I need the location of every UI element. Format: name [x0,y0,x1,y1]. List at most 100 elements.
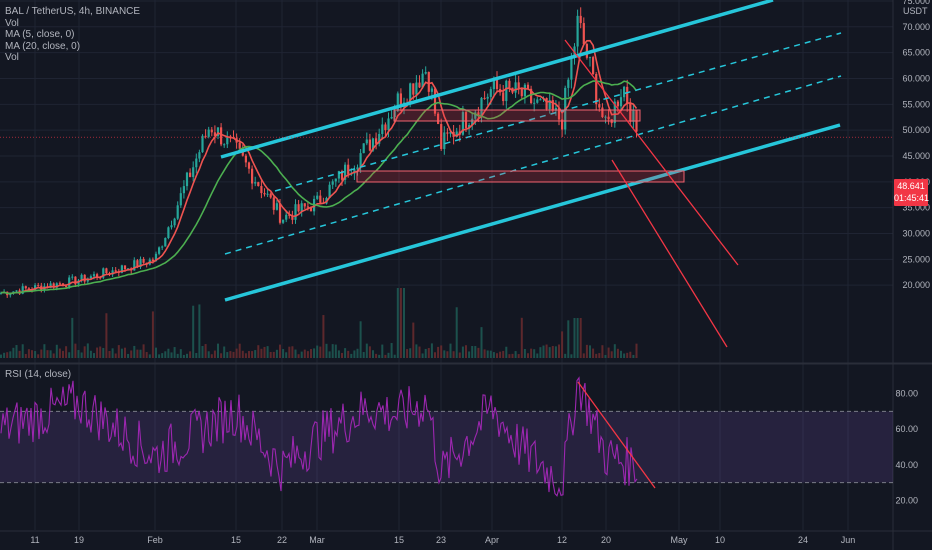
volume-bar [288,346,291,358]
time-axis[interactable]: 11 19 Feb 15 22 Mar 15 23 Apr 12 20 May 10 24 Jun [30,535,855,545]
volume-bar [632,354,635,358]
candle-body [607,116,610,120]
candle-body [192,167,195,177]
volume-bar [99,346,102,358]
candle-body [418,82,421,88]
volume-bar [434,352,436,358]
candle-body [247,162,251,169]
candle-body [375,138,378,144]
candle-body [96,274,99,278]
candle-body [15,290,18,292]
volume-bar [238,343,241,358]
volume-bar [573,318,576,358]
volume-bar [148,354,151,358]
legend-ma5[interactable]: MA (5, close, 0) [5,29,75,40]
candle-body [409,83,412,104]
volume-bar [415,344,418,358]
rsi-legend[interactable]: RSI (14, close) [5,369,72,380]
volume-bar [449,343,452,358]
support-zone[interactable] [356,170,685,183]
candle-body [533,102,536,104]
candle-body [344,164,347,180]
candle-body [483,97,486,99]
volume-bar [595,353,598,358]
volume-bar [517,354,520,358]
candle-body [368,139,371,151]
volume-bar [381,344,384,358]
candle-body [334,178,337,182]
legend: BAL / TetherUS, 4h, BINANCE Vol MA (5, c… [5,6,140,64]
candle-body [300,203,303,212]
channel-upper-line[interactable] [220,0,774,159]
volume-bar [613,344,616,358]
candle-body [158,247,161,254]
volume-bar [393,354,396,358]
candle-body [303,203,306,207]
candle-body [595,74,598,105]
volume-bar [244,353,247,358]
candle-body [34,285,37,291]
candle-body [502,92,505,102]
drawings[interactable] [0,0,893,348]
candle-body [359,153,362,168]
volume-bar [58,348,61,358]
volume-bar [378,354,381,358]
ma20-line [0,80,638,295]
candle-body [412,83,415,95]
candle-body [272,197,275,210]
candle-body [21,286,24,294]
rsi-trendline[interactable] [577,381,656,489]
candle-body [127,268,130,270]
legend-vol-2[interactable]: Vol [5,52,19,63]
volume-bar [105,313,108,358]
volume-bar [474,346,477,358]
legend-symbol[interactable]: BAL / TetherUS, 4h, BINANCE [5,6,141,17]
volume-bar [365,343,368,358]
time-tick-label: 20 [601,535,611,545]
volume-bar [455,307,458,358]
volume-bar [421,353,424,358]
volume-bar [6,352,9,358]
candle-body [164,238,167,247]
candle-body [576,15,579,47]
price-tick-label: 75.000 [902,0,930,6]
channel-lower-line[interactable] [224,123,841,302]
candle-body [244,155,247,163]
price-axis[interactable]: 80.00075.00070.00065.00060.00055.00050.0… [902,0,930,290]
volume-bar [418,346,421,358]
channel-mid-line-upper[interactable] [274,32,842,192]
volume-bar [155,347,157,358]
volume-bar [635,343,638,358]
volume-bar [461,346,464,358]
volume-bar [372,350,374,358]
volume-bar [341,352,343,358]
volume-bar [502,350,505,358]
resistance-zone[interactable] [393,109,641,122]
volume-bar [427,348,430,358]
volume-bar [477,347,480,358]
descending-trendline-2[interactable] [611,159,728,348]
channel-mid-line-lower[interactable] [224,75,842,255]
legend-ma20[interactable]: MA (20, close, 0) [5,40,81,52]
rsi-axis[interactable]: 80.00 60.00 40.00 20.00 [895,389,918,506]
candle-body [424,72,427,74]
volume-bar [620,350,622,358]
volume-bar [27,349,30,358]
volume-bar [520,317,523,358]
volume-bar [492,352,495,358]
candle-body [306,206,309,208]
legend-vol[interactable]: Vol [5,17,19,29]
volume-bar [387,352,390,358]
candle-body [154,253,158,262]
time-tick-label: 11 [30,535,39,545]
volume-bar [607,347,610,358]
volume-bar [558,344,560,358]
descending-trendline-1[interactable] [564,39,739,266]
volume-bar [260,348,263,358]
candle-body [201,135,204,153]
candle-body [384,124,387,131]
price-tick-label: 35.000 [902,203,930,213]
candle-body [477,112,480,117]
candle-body [520,89,523,97]
